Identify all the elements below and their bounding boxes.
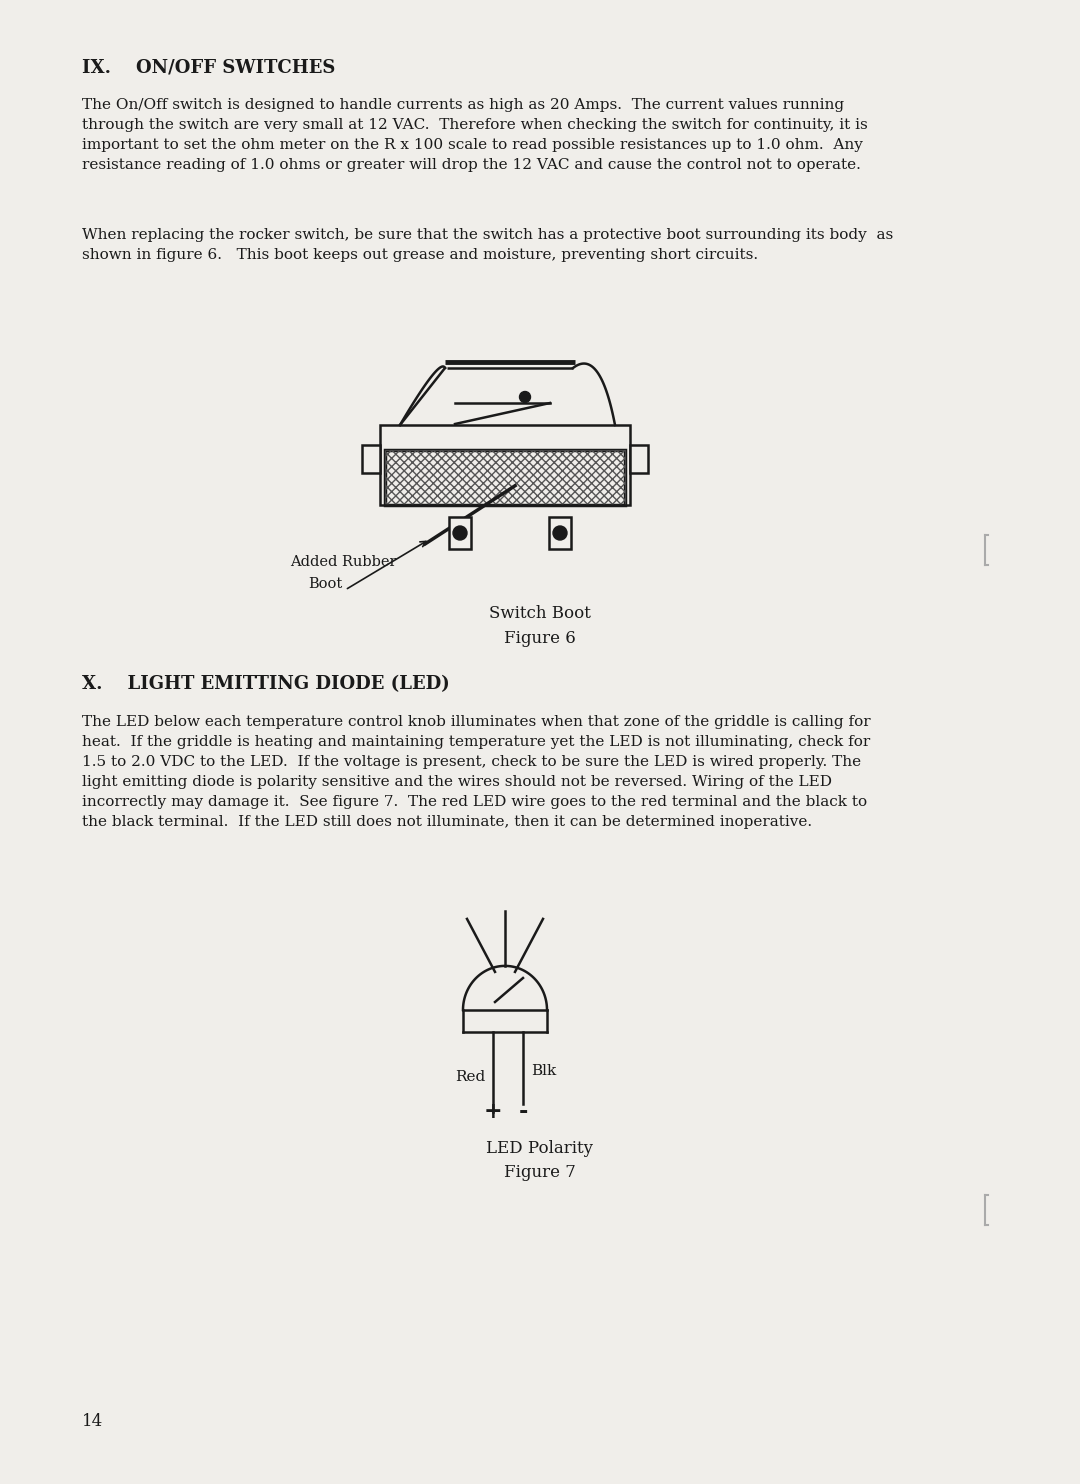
Text: 14: 14 bbox=[82, 1413, 104, 1431]
Text: Figure 7: Figure 7 bbox=[504, 1163, 576, 1181]
Text: Red: Red bbox=[455, 1070, 485, 1083]
Circle shape bbox=[453, 525, 467, 540]
Text: IX.    ON/OFF SWITCHES: IX. ON/OFF SWITCHES bbox=[82, 58, 336, 76]
Text: When replacing the rocker switch, be sure that the switch has a protective boot : When replacing the rocker switch, be sur… bbox=[82, 229, 893, 263]
Bar bbox=[630, 445, 648, 473]
Text: LED Polarity: LED Polarity bbox=[486, 1140, 594, 1158]
Text: Boot: Boot bbox=[308, 577, 342, 591]
Circle shape bbox=[553, 525, 567, 540]
Text: The LED below each temperature control knob illuminates when that zone of the gr: The LED below each temperature control k… bbox=[82, 715, 870, 830]
Bar bbox=[549, 516, 571, 549]
Text: -: - bbox=[518, 1101, 528, 1123]
Text: Blk: Blk bbox=[531, 1064, 556, 1077]
Text: +: + bbox=[484, 1101, 502, 1123]
Text: Switch Boot: Switch Boot bbox=[489, 605, 591, 622]
Bar bbox=[449, 516, 471, 549]
Circle shape bbox=[519, 392, 530, 402]
Bar bbox=[362, 445, 380, 473]
Text: The On/Off switch is designed to handle currents as high as 20 Amps.  The curren: The On/Off switch is designed to handle … bbox=[82, 98, 867, 172]
Bar bbox=[384, 450, 625, 505]
Text: Added Rubber: Added Rubber bbox=[291, 555, 396, 568]
Bar bbox=[380, 424, 630, 505]
Bar bbox=[384, 450, 625, 505]
Text: X.    LIGHT EMITTING DIODE (LED): X. LIGHT EMITTING DIODE (LED) bbox=[82, 675, 449, 693]
Text: Figure 6: Figure 6 bbox=[504, 631, 576, 647]
